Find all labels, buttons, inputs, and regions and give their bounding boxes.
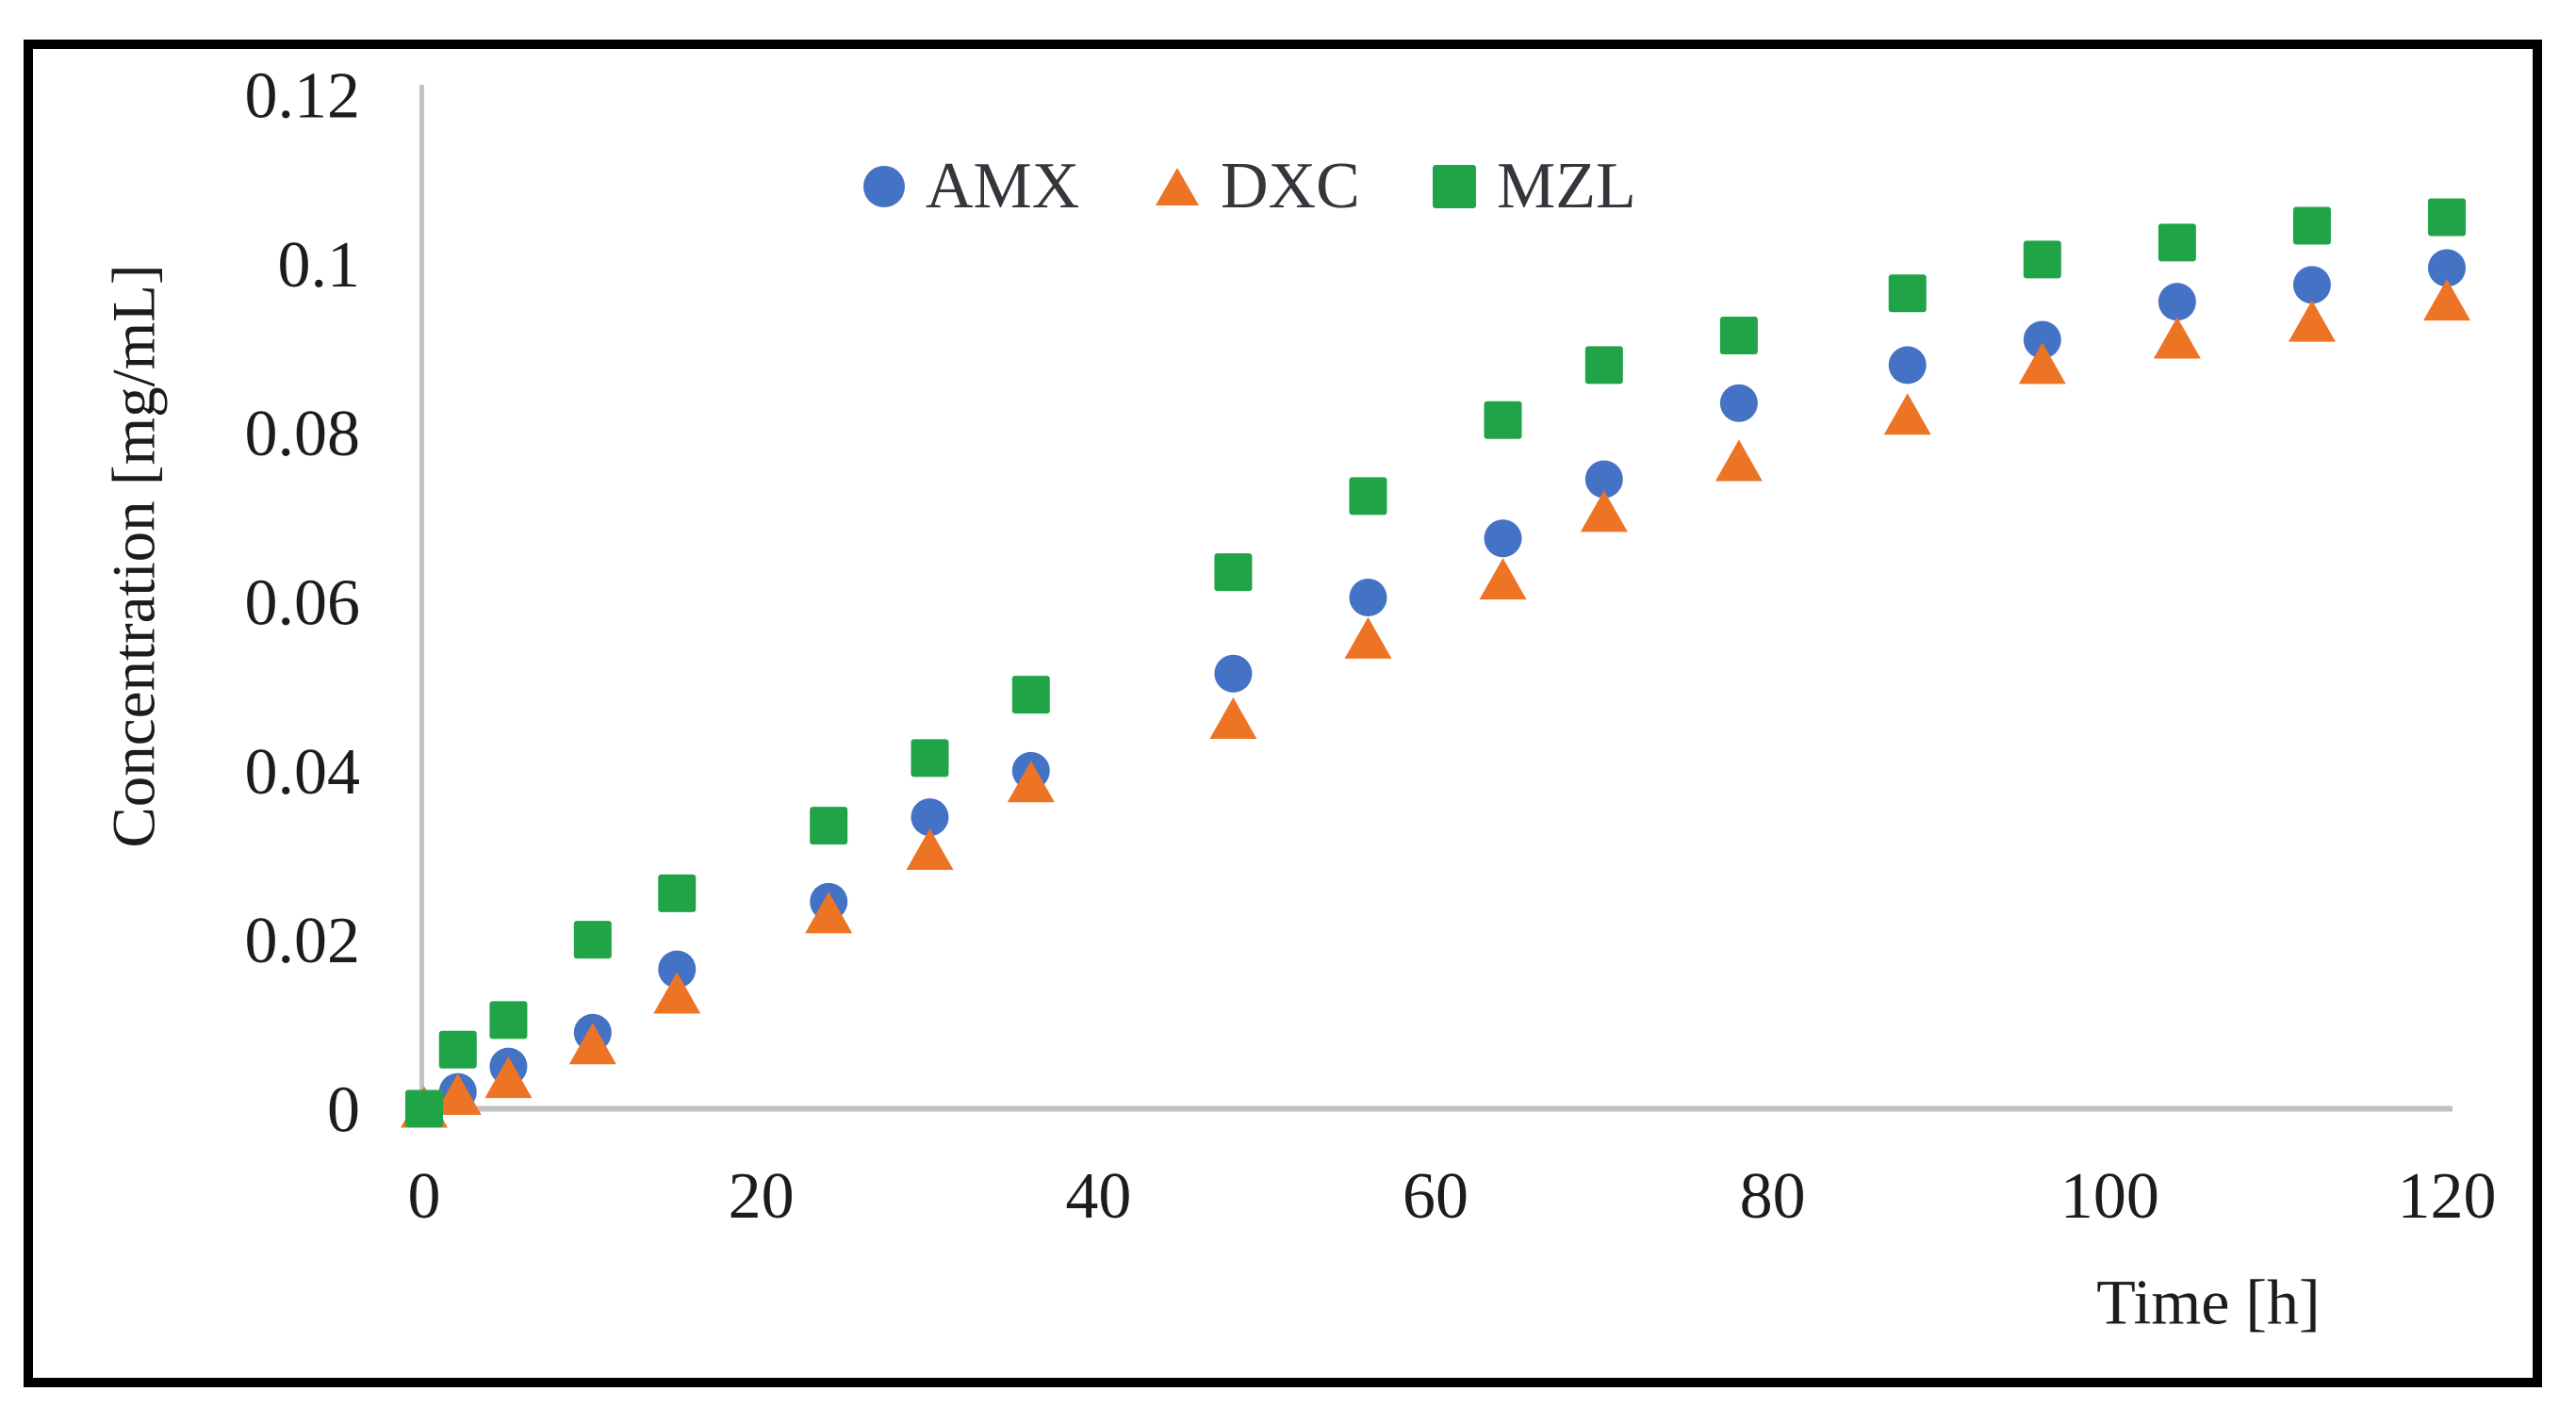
mzl-data-point xyxy=(2023,240,2061,279)
mzl-data-point xyxy=(911,739,949,777)
mzl-data-point xyxy=(1484,401,1522,439)
dxc-data-point xyxy=(906,828,954,871)
mzl-data-point xyxy=(438,1030,477,1069)
x-tick-label: 60 xyxy=(1403,1160,1468,1233)
amx-data-point xyxy=(2427,249,2466,287)
dxc-data-point xyxy=(1715,439,1763,482)
mzl-data-point xyxy=(489,1001,528,1039)
amx-data-point xyxy=(1349,579,1387,617)
mzl-data-point xyxy=(2427,198,2466,237)
x-tick-label: 20 xyxy=(729,1160,795,1233)
y-tick-label: 0 xyxy=(327,1074,360,1147)
dxc-data-point xyxy=(1580,490,1628,532)
dxc-data-point xyxy=(2153,317,2201,359)
mzl-data-point xyxy=(1719,317,1758,355)
mzl-data-point xyxy=(1584,346,1623,385)
y-axis-title: Concentration [mg/mL] xyxy=(100,264,169,848)
y-tick-label: 0.1 xyxy=(278,229,361,302)
y-tick-label: 0.08 xyxy=(245,398,361,470)
amx-data-point xyxy=(2023,320,2061,359)
amx-data-point xyxy=(1484,519,1522,558)
mzl-data-point xyxy=(2292,206,2331,245)
dxc-data-point xyxy=(1883,393,1931,435)
dxc-data-point xyxy=(653,972,701,1014)
y-axis-tick-labels: 0 0.02 0.04 0.06 0.08 0.1 0.12 xyxy=(245,59,361,1146)
mzl-data-point xyxy=(2158,223,2196,262)
dxc-data-point xyxy=(1209,697,1257,740)
dxc-data-point xyxy=(2018,342,2066,385)
x-tick-label: 120 xyxy=(2397,1160,2496,1233)
mzl-data-point xyxy=(1349,477,1387,516)
dxc-data-point xyxy=(2422,279,2470,321)
figure-border xyxy=(24,40,2542,1387)
dxc-data-point xyxy=(434,1073,482,1116)
y-tick-label: 0.06 xyxy=(245,566,361,639)
dxc-data-point xyxy=(1007,761,1055,803)
dxc-data-point xyxy=(568,1023,616,1065)
amx-data-point xyxy=(1584,460,1623,499)
y-tick-label: 0.02 xyxy=(245,905,361,977)
x-tick-label: 100 xyxy=(2060,1160,2159,1233)
amx-data-point xyxy=(1214,654,1253,693)
amx-data-point xyxy=(1719,384,1758,422)
x-tick-label: 80 xyxy=(1740,1160,1806,1233)
dxc-data-point xyxy=(1479,558,1527,600)
x-tick-label: 0 xyxy=(408,1160,441,1233)
mzl-data-point xyxy=(810,807,848,845)
amx-data-point xyxy=(658,950,697,989)
mzl-data-point xyxy=(658,874,697,912)
x-tick-label: 40 xyxy=(1065,1160,1131,1233)
x-axis-title: Time [h] xyxy=(2096,1266,2321,1338)
amx-data-point xyxy=(1888,346,1927,385)
mzl-data-point xyxy=(1011,676,1050,714)
x-axis-tick-labels: 0 20 40 60 80 100 120 xyxy=(408,1160,2497,1233)
amx-data-point xyxy=(2292,266,2331,304)
amx-data-point xyxy=(911,798,949,837)
y-tick-label: 0.04 xyxy=(245,736,361,809)
dxc-data-point xyxy=(1344,616,1392,659)
dxc-data-point xyxy=(2288,300,2336,342)
mzl-data-point xyxy=(1214,553,1253,592)
y-tick-label: 0.12 xyxy=(245,59,361,132)
dxc-data-point xyxy=(484,1056,533,1099)
amx-data-point xyxy=(2158,283,2196,321)
data-points xyxy=(401,198,2470,1128)
mzl-data-point xyxy=(405,1089,443,1128)
mzl-data-point xyxy=(573,921,612,959)
dxc-data-point xyxy=(805,892,853,934)
mzl-data-point xyxy=(1888,274,1927,313)
